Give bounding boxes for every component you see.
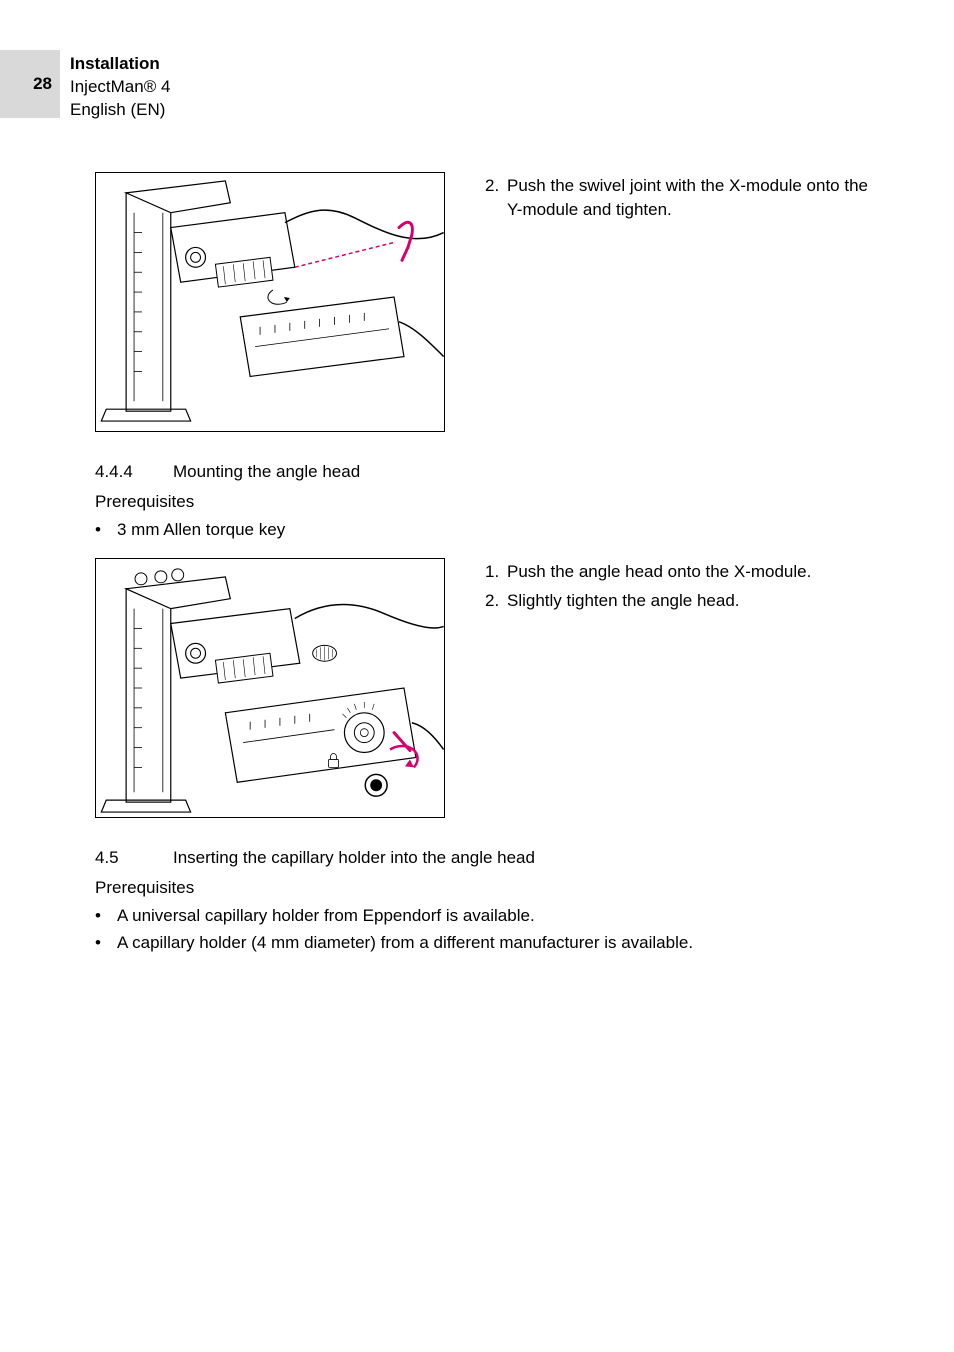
- step-number: 2.: [485, 174, 507, 222]
- step-list-2: 1. Push the angle head onto the X-module…: [485, 558, 879, 818]
- step-list-1: 2. Push the swivel joint with the X-modu…: [485, 172, 879, 432]
- section-title: Inserting the capillary holder into the …: [173, 848, 535, 868]
- angle-head-illustration: [96, 559, 444, 817]
- step-text: Push the swivel joint with the X-module …: [507, 174, 879, 222]
- bullet-mark: •: [95, 931, 117, 955]
- bullet-mark: •: [95, 518, 117, 542]
- prereq-bullets-4-4-4: • 3 mm Allen torque key: [95, 518, 879, 542]
- swivel-joint-illustration: [96, 173, 444, 431]
- figure-swivel-joint: [95, 172, 445, 432]
- section-number: 4.4.4: [95, 462, 173, 482]
- step-text: Slightly tighten the angle head.: [507, 589, 740, 613]
- prereq-bullets-4-5: • A universal capillary holder from Eppe…: [95, 904, 879, 956]
- prerequisites-label: Prerequisites: [95, 492, 879, 512]
- bullet-item: • A capillary holder (4 mm diameter) fro…: [95, 931, 879, 955]
- section-heading-4-4-4: 4.4.4 Mounting the angle head: [95, 462, 879, 482]
- bullet-item: • A universal capillary holder from Eppe…: [95, 904, 879, 928]
- header-text-block: Installation InjectMan® 4 English (EN): [60, 50, 170, 122]
- step-number: 1.: [485, 560, 507, 584]
- language-label: English (EN): [70, 99, 170, 122]
- main-content: 2. Push the swivel joint with the X-modu…: [0, 172, 879, 955]
- figure-angle-head: [95, 558, 445, 818]
- step-number: 2.: [485, 589, 507, 613]
- bullet-mark: •: [95, 904, 117, 928]
- bullet-text: A capillary holder (4 mm diameter) from …: [117, 931, 693, 955]
- page-header: 28 Installation InjectMan® 4 English (EN…: [0, 50, 879, 122]
- figure-row-1: 2. Push the swivel joint with the X-modu…: [95, 172, 879, 432]
- step-item: 2. Push the swivel joint with the X-modu…: [485, 174, 879, 222]
- bullet-text: 3 mm Allen torque key: [117, 518, 285, 542]
- section-number: 4.5: [95, 848, 173, 868]
- step-item: 1. Push the angle head onto the X-module…: [485, 560, 879, 584]
- section-title: Mounting the angle head: [173, 462, 360, 482]
- step-text: Push the angle head onto the X-module.: [507, 560, 811, 584]
- product-name: InjectMan® 4: [70, 76, 170, 99]
- page-number-text: 28: [33, 74, 52, 94]
- chapter-title: Installation: [70, 53, 170, 76]
- prerequisites-label: Prerequisites: [95, 878, 879, 898]
- step-item: 2. Slightly tighten the angle head.: [485, 589, 879, 613]
- figure-row-2: 1. Push the angle head onto the X-module…: [95, 558, 879, 818]
- page-number: 28: [0, 50, 60, 118]
- bullet-text: A universal capillary holder from Eppend…: [117, 904, 535, 928]
- section-heading-4-5: 4.5 Inserting the capillary holder into …: [95, 848, 879, 868]
- bullet-item: • 3 mm Allen torque key: [95, 518, 879, 542]
- page-container: 28 Installation InjectMan® 4 English (EN…: [0, 0, 954, 1352]
